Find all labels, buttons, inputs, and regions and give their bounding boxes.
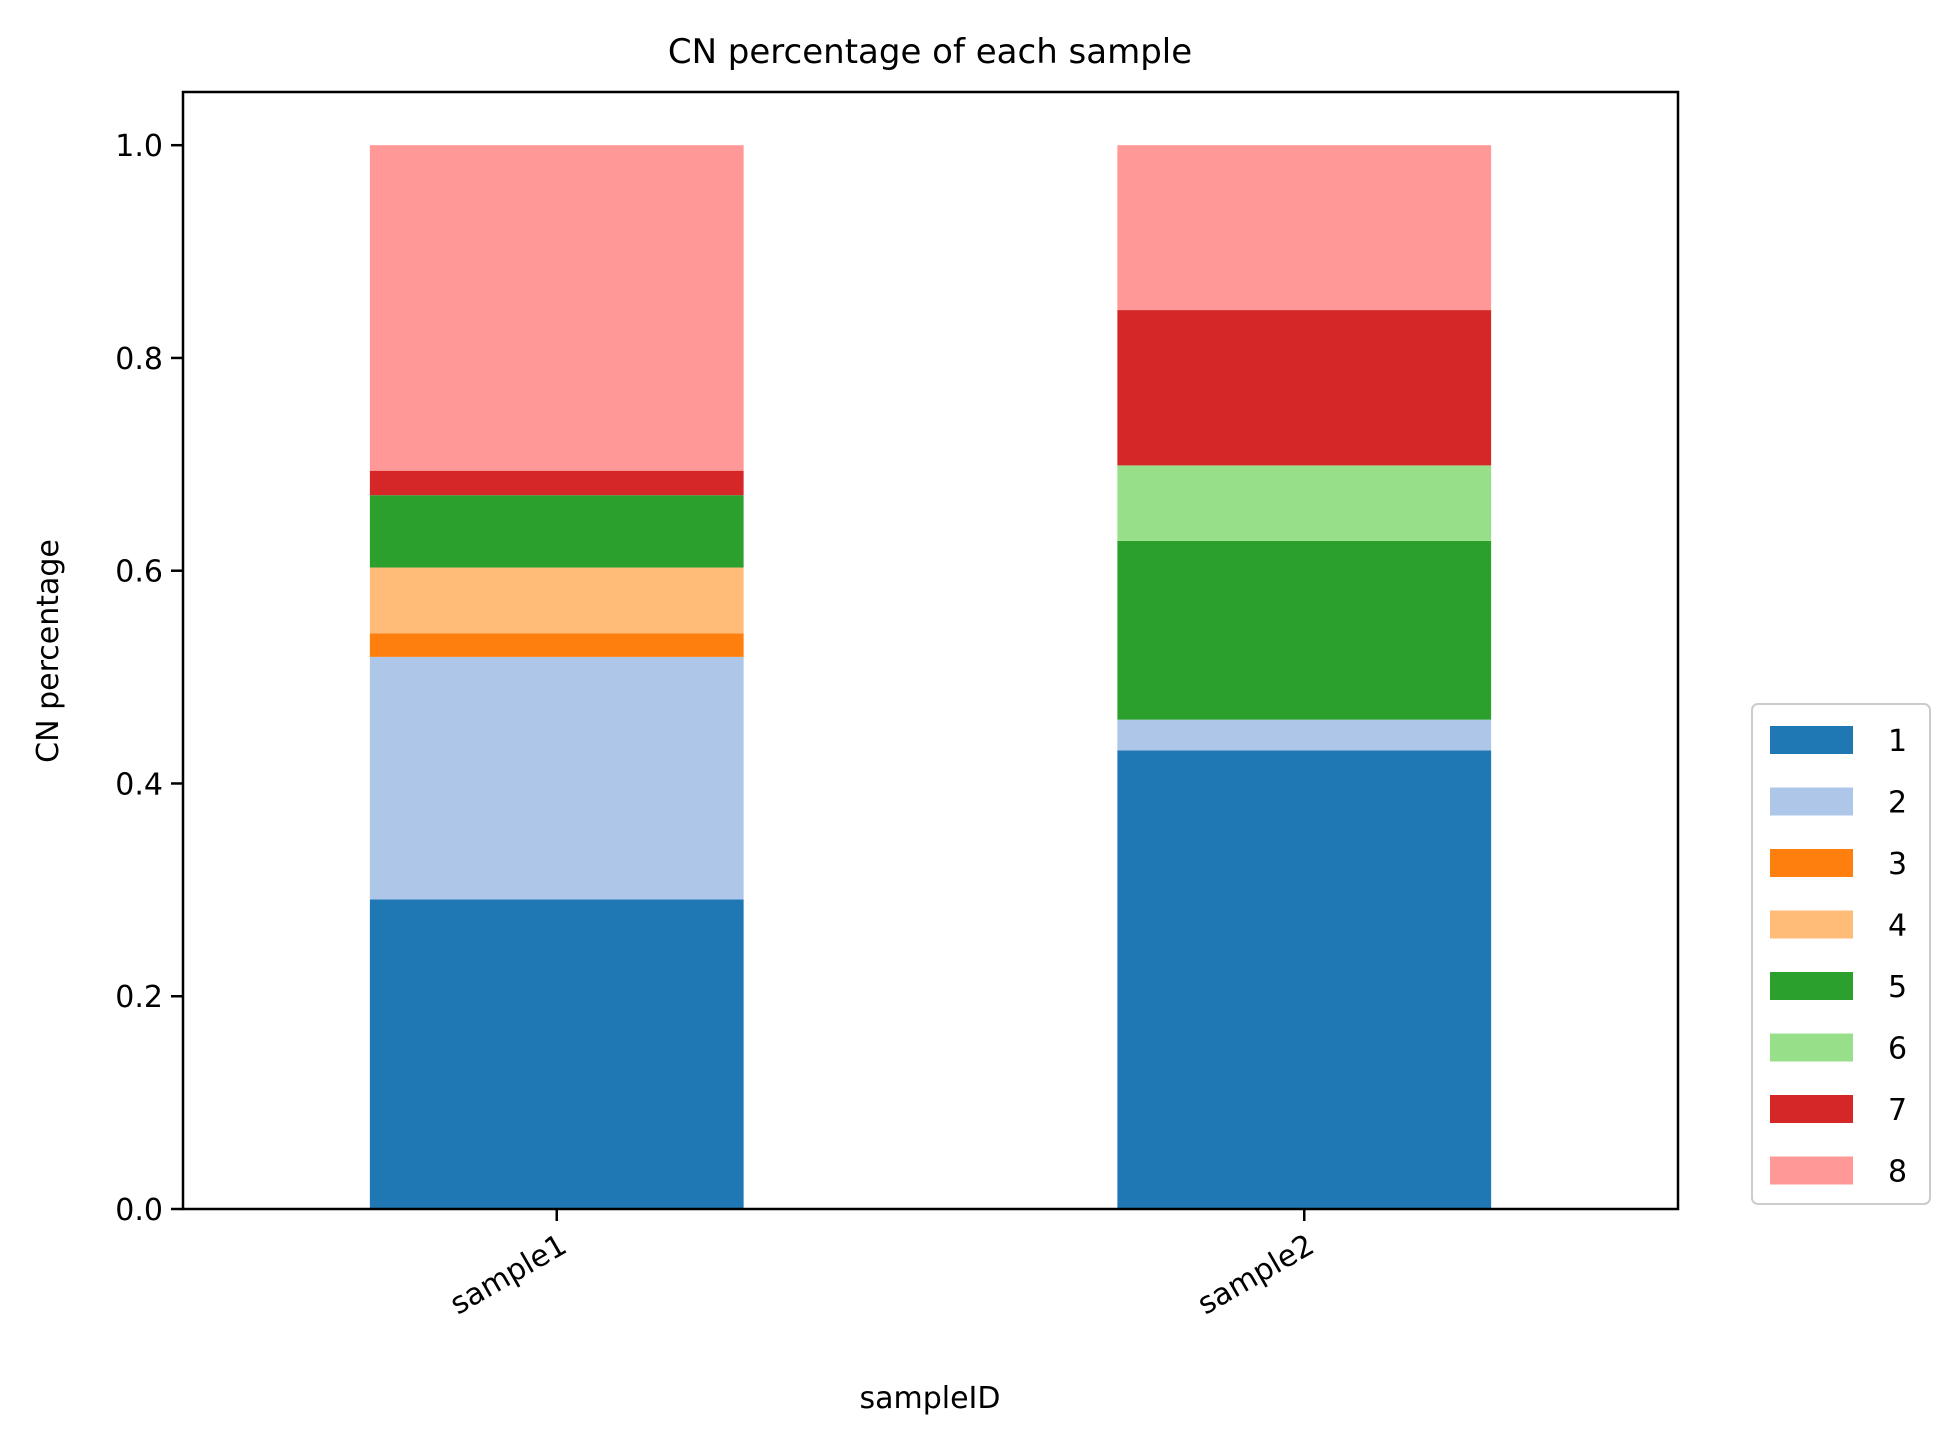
bar-sample2-cn7 — [1117, 310, 1492, 466]
bar-sample1-cn1 — [369, 899, 744, 1209]
legend-frame — [1751, 703, 1931, 1205]
legend-swatch-3 — [1770, 849, 1853, 877]
legend-swatch-2 — [1770, 787, 1853, 816]
y-tick-label: 0.0 — [115, 1193, 163, 1228]
y-axis: 0.0 0.2 0.4 0.6 0.8 1.0 — [115, 129, 183, 1228]
legend-label-3: 3 — [1888, 847, 1907, 882]
legend: 1 2 3 4 5 6 7 8 — [1751, 703, 1931, 1205]
chart-title: CN percentage of each sample — [668, 32, 1192, 72]
legend-label-5: 5 — [1888, 970, 1907, 1005]
legend-swatch-1 — [1770, 726, 1853, 754]
bar-sample1-cn2 — [369, 656, 744, 900]
bar-sample2-cn5 — [1117, 540, 1492, 720]
x-tick-label: sample1 — [444, 1228, 573, 1322]
y-tick-label: 0.4 — [115, 767, 163, 802]
legend-swatch-5 — [1770, 972, 1853, 1000]
bar-sample1-cn7 — [369, 470, 744, 496]
bar-sample2-cn6 — [1117, 465, 1492, 541]
x-axis: sample1 sample2 — [444, 1209, 1320, 1322]
bar-sample1-cn4 — [369, 567, 744, 634]
bar-sample1-cn8 — [369, 145, 744, 471]
legend-label-7: 7 — [1888, 1093, 1907, 1128]
bar-sample1-cn5 — [369, 495, 744, 568]
bar-sample2-cn8 — [1117, 145, 1492, 311]
y-axis-label: CN percentage — [31, 539, 66, 763]
bars-layer — [369, 145, 1492, 1209]
x-axis-label: sampleID — [859, 1381, 1000, 1416]
y-tick-label: 1.0 — [115, 129, 163, 164]
x-tick-label: sample2 — [1192, 1228, 1321, 1322]
legend-label-4: 4 — [1888, 909, 1907, 944]
bar-sample2-cn2 — [1117, 719, 1492, 751]
plot-frame — [181, 90, 1680, 1211]
legend-label-8: 8 — [1888, 1155, 1907, 1190]
legend-label-2: 2 — [1888, 786, 1907, 821]
y-tick-label: 0.8 — [115, 342, 163, 377]
legend-label-6: 6 — [1888, 1032, 1907, 1067]
legend-swatch-6 — [1770, 1033, 1853, 1062]
bar-sample2-cn1 — [1117, 750, 1492, 1209]
bar-sample1-cn3 — [369, 633, 744, 657]
legend-swatch-4 — [1770, 910, 1853, 939]
legend-swatch-8 — [1770, 1156, 1853, 1185]
legend-label-1: 1 — [1888, 724, 1907, 759]
y-tick-label: 0.2 — [115, 980, 163, 1015]
y-tick-label: 0.6 — [115, 555, 163, 590]
legend-swatch-7 — [1770, 1095, 1853, 1123]
